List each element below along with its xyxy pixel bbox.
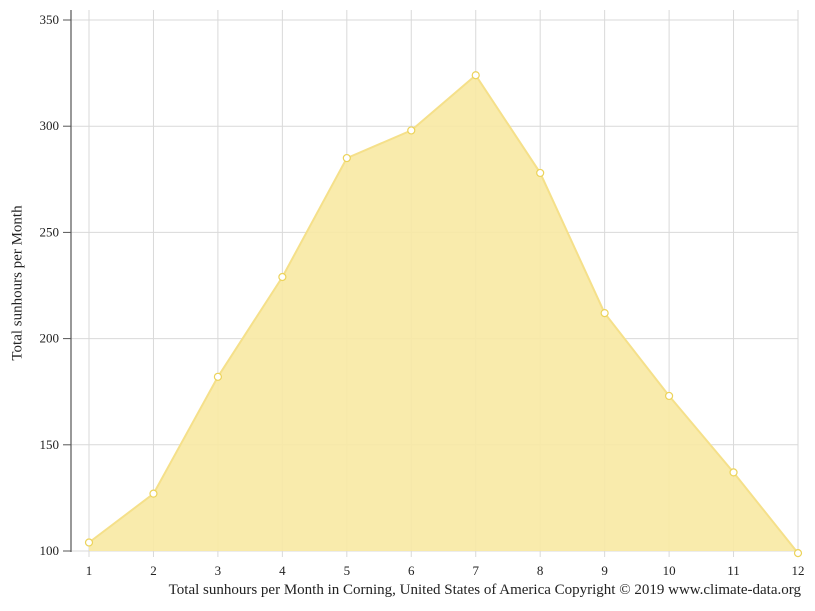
x-tick-label: 8 [537, 563, 544, 578]
data-point [536, 168, 545, 178]
x-tick-label: 5 [344, 563, 351, 578]
chart-caption: Total sunhours per Month in Corning, Uni… [168, 582, 801, 598]
data-point [664, 391, 674, 401]
x-tick-label: 6 [408, 563, 415, 578]
data-point [600, 309, 609, 318]
y-tick-label: 200 [40, 331, 60, 346]
x-tick-label: 1 [86, 563, 93, 578]
y-tick-label: 100 [40, 543, 60, 558]
data-point [278, 272, 287, 282]
x-tick-label: 2 [150, 563, 157, 578]
data-point [471, 71, 480, 80]
x-tick-label: 12 [792, 563, 805, 578]
data-point [84, 538, 94, 547]
x-tick-label: 3 [215, 563, 222, 578]
x-tick-label: 10 [663, 563, 676, 578]
y-tick-label: 350 [40, 12, 60, 27]
y-tick-label: 250 [40, 224, 60, 239]
y-tick-label: 150 [40, 437, 60, 452]
data-point [793, 549, 803, 558]
x-tick-label: 11 [727, 563, 740, 578]
area-fill [89, 75, 798, 554]
data-point [342, 153, 351, 163]
data-point [729, 468, 738, 477]
data-point [213, 372, 223, 381]
data-point [149, 489, 158, 498]
data-point [407, 126, 416, 135]
y-axis-label: Total sunhours per Month [9, 205, 26, 361]
series-line [88, 73, 799, 554]
x-tick-label: 9 [601, 563, 608, 578]
x-tick-label: 7 [472, 563, 479, 578]
y-tick-label: 300 [40, 118, 60, 133]
x-tick-label: 4 [279, 563, 286, 578]
